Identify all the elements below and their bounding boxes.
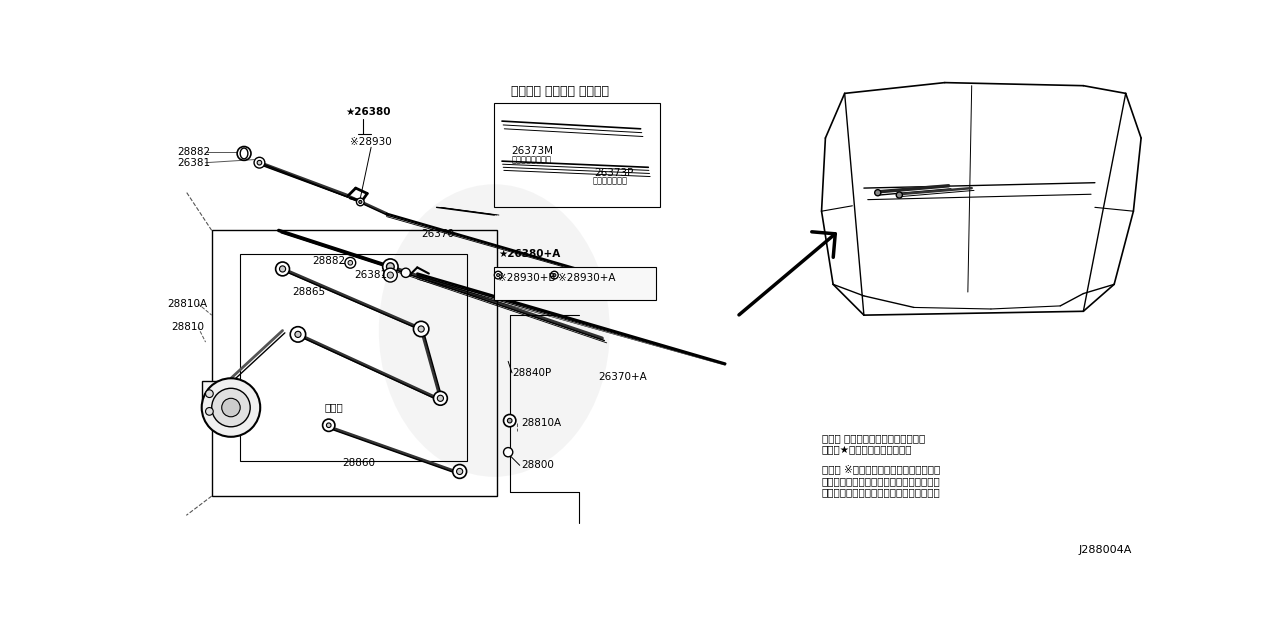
Text: 26381: 26381 bbox=[177, 158, 210, 168]
Text: ※28930+A: ※28930+A bbox=[558, 273, 616, 283]
Text: 26373P: 26373P bbox=[594, 168, 634, 178]
Circle shape bbox=[291, 327, 306, 342]
Circle shape bbox=[457, 468, 463, 475]
Circle shape bbox=[896, 192, 902, 198]
Circle shape bbox=[356, 198, 365, 206]
Bar bbox=[241, 254, 467, 461]
Circle shape bbox=[326, 423, 332, 427]
Text: 28810A: 28810A bbox=[168, 299, 207, 308]
Text: 注１） 表記以外の構成部品は非販売: 注１） 表記以外の構成部品は非販売 bbox=[822, 433, 924, 443]
Circle shape bbox=[202, 378, 260, 437]
Circle shape bbox=[507, 419, 512, 423]
Text: 28840P: 28840P bbox=[512, 368, 552, 378]
Circle shape bbox=[494, 271, 502, 279]
Text: J288004A: J288004A bbox=[1079, 545, 1132, 555]
Circle shape bbox=[241, 150, 247, 157]
Circle shape bbox=[257, 161, 262, 165]
Circle shape bbox=[253, 157, 265, 168]
Circle shape bbox=[401, 268, 411, 277]
Text: 再利用できません。一度取り外した: 再利用できません。一度取り外した bbox=[822, 476, 941, 485]
Circle shape bbox=[221, 398, 241, 417]
Bar bbox=[211, 231, 497, 496]
Ellipse shape bbox=[379, 184, 609, 477]
Circle shape bbox=[237, 147, 251, 161]
Text: 28800: 28800 bbox=[521, 461, 554, 470]
Text: ★26380+A: ★26380+A bbox=[498, 248, 561, 259]
Circle shape bbox=[413, 321, 429, 337]
Text: ★印の構成部品は非販売: ★印の構成部品は非販売 bbox=[822, 445, 913, 455]
Text: ※28930: ※28930 bbox=[351, 137, 392, 147]
Text: （アシスト側）: （アシスト側） bbox=[593, 176, 628, 185]
Text: （ドライバー側）: （ドライバー側） bbox=[511, 155, 552, 164]
Circle shape bbox=[383, 259, 398, 275]
Text: 28810: 28810 bbox=[172, 322, 204, 332]
Ellipse shape bbox=[241, 148, 248, 159]
Text: ワイパー ブレード リフィル: ワイパー ブレード リフィル bbox=[511, 85, 609, 98]
Circle shape bbox=[358, 201, 362, 203]
Circle shape bbox=[384, 268, 397, 282]
Text: 26373M: 26373M bbox=[511, 146, 553, 156]
Circle shape bbox=[503, 415, 516, 427]
Circle shape bbox=[453, 464, 467, 478]
Text: 28860: 28860 bbox=[343, 458, 375, 468]
Bar bbox=[494, 103, 660, 207]
Circle shape bbox=[497, 273, 499, 276]
Circle shape bbox=[434, 391, 447, 405]
Circle shape bbox=[387, 263, 394, 271]
Circle shape bbox=[211, 389, 250, 427]
Text: ★26380: ★26380 bbox=[346, 107, 392, 117]
Circle shape bbox=[294, 331, 301, 338]
Circle shape bbox=[438, 395, 443, 401]
Bar bbox=[494, 268, 657, 300]
Text: 非販売: 非販売 bbox=[325, 403, 343, 413]
Text: 26381: 26381 bbox=[355, 270, 388, 280]
Circle shape bbox=[503, 448, 513, 457]
Circle shape bbox=[388, 272, 393, 278]
Text: 28810A: 28810A bbox=[521, 418, 562, 428]
Circle shape bbox=[275, 262, 289, 276]
Text: ※28930+B: ※28930+B bbox=[498, 273, 556, 283]
Circle shape bbox=[348, 261, 352, 265]
Circle shape bbox=[206, 390, 214, 397]
Text: 注２） ※印の部品は一度取り外した物は: 注２） ※印の部品は一度取り外した物は bbox=[822, 464, 940, 474]
Text: 26370: 26370 bbox=[421, 229, 454, 240]
Circle shape bbox=[279, 266, 285, 272]
Text: 26370+A: 26370+A bbox=[598, 372, 646, 382]
Circle shape bbox=[553, 273, 556, 276]
Bar bbox=[202, 380, 233, 412]
Circle shape bbox=[419, 326, 424, 332]
Circle shape bbox=[206, 408, 214, 415]
Circle shape bbox=[550, 271, 558, 279]
Text: 28865: 28865 bbox=[293, 287, 325, 297]
Text: 28882: 28882 bbox=[177, 147, 210, 157]
Text: 際は新しい部品を取得して下さい。: 際は新しい部品を取得して下さい。 bbox=[822, 487, 941, 497]
Text: 28882: 28882 bbox=[312, 256, 344, 266]
Circle shape bbox=[344, 257, 356, 268]
Circle shape bbox=[323, 419, 335, 431]
Circle shape bbox=[874, 190, 881, 196]
